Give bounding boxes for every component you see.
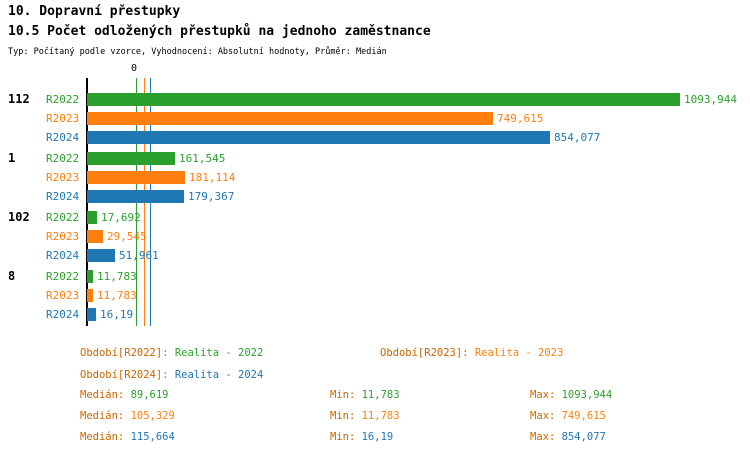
stat-max: Max: 854,077 bbox=[530, 431, 606, 443]
bar-value-label: 854,077 bbox=[554, 131, 601, 144]
bar-series-label: R2023 bbox=[46, 289, 80, 302]
stat-median-label: Medián: bbox=[80, 431, 131, 443]
legend-item-label: Období[R2022]: bbox=[80, 347, 175, 359]
bar-series-label: R2022 bbox=[46, 211, 80, 224]
stat-min-value: 11,783 bbox=[361, 389, 400, 401]
x-axis-zero-label: 0 bbox=[131, 63, 138, 74]
group-label: 1 bbox=[8, 151, 16, 165]
bar-series-label: R2022 bbox=[46, 152, 80, 165]
stat-median-value: 105,329 bbox=[130, 410, 175, 422]
stat-max-value: 1093,944 bbox=[561, 389, 613, 401]
stat-median: Medián: 105,329 bbox=[80, 410, 175, 422]
bar-r2022 bbox=[87, 152, 175, 165]
bar-value-label: 51,961 bbox=[119, 249, 159, 262]
stat-median-value: 89,619 bbox=[130, 389, 169, 401]
stat-max-label: Max: bbox=[530, 410, 562, 422]
bar-r2024 bbox=[87, 131, 550, 144]
chart-meta: Typ: Počítaný podle vzorce, Vyhodnocení:… bbox=[8, 47, 387, 57]
bar-r2022 bbox=[87, 93, 680, 106]
group-label: 102 bbox=[8, 210, 30, 224]
stat-max-value: 749,615 bbox=[561, 410, 606, 422]
legend-item-label: Období[R2023]: bbox=[380, 347, 475, 359]
stat-min: Min: 11,783 bbox=[330, 410, 400, 422]
bar-value-label: 161,545 bbox=[179, 152, 226, 165]
legend-item: Období[R2023]: Realita - 2023 bbox=[380, 347, 563, 359]
group-label: 8 bbox=[8, 269, 16, 283]
stat-min-value: 11,783 bbox=[361, 410, 400, 422]
bar-series-label: R2023 bbox=[46, 230, 80, 243]
stat-median: Medián: 89,619 bbox=[80, 389, 169, 401]
stat-min: Min: 16,19 bbox=[330, 431, 393, 443]
stat-min-label: Min: bbox=[330, 431, 362, 443]
bar-value-label: 181,114 bbox=[189, 171, 236, 184]
bar-value-label: 29,545 bbox=[107, 230, 147, 243]
chart-title: 10. Dopravní přestupky bbox=[8, 4, 181, 19]
stat-max: Max: 1093,944 bbox=[530, 389, 612, 401]
bar-value-label: 179,367 bbox=[188, 190, 235, 203]
bar-value-label: 11,783 bbox=[97, 270, 137, 283]
bar-r2023 bbox=[87, 289, 93, 302]
legend-item: Období[R2024]: Realita - 2024 bbox=[80, 369, 263, 381]
stat-max-value: 854,077 bbox=[561, 431, 606, 443]
stat-median-label: Medián: bbox=[80, 410, 131, 422]
bar-series-label: R2023 bbox=[46, 171, 80, 184]
bar-r2022 bbox=[87, 211, 97, 224]
stat-min-label: Min: bbox=[330, 410, 362, 422]
bar-value-label: 11,783 bbox=[97, 289, 137, 302]
bar-r2023 bbox=[87, 112, 493, 125]
bar-r2024 bbox=[87, 308, 96, 321]
bar-value-label: 1093,944 bbox=[684, 93, 737, 106]
stat-median-label: Medián: bbox=[80, 389, 131, 401]
stat-max-label: Max: bbox=[530, 431, 562, 443]
bar-r2022 bbox=[87, 270, 93, 283]
legend-item: Období[R2022]: Realita - 2022 bbox=[80, 347, 263, 359]
legend-item-value: Realita - 2024 bbox=[174, 369, 264, 381]
stat-max-label: Max: bbox=[530, 389, 562, 401]
bar-series-label: R2024 bbox=[46, 131, 80, 144]
legend-item-label: Období[R2024]: bbox=[80, 369, 175, 381]
bar-series-label: R2024 bbox=[46, 249, 80, 262]
bar-value-label: 749,615 bbox=[497, 112, 544, 125]
legend-item-value: Realita - 2023 bbox=[474, 347, 564, 359]
legend-item-value: Realita - 2022 bbox=[174, 347, 264, 359]
bar-series-label: R2024 bbox=[46, 308, 80, 321]
stat-min-value: 16,19 bbox=[361, 431, 394, 443]
stat-median-value: 115,664 bbox=[130, 431, 175, 443]
bar-series-label: R2022 bbox=[46, 93, 80, 106]
bar-r2023 bbox=[87, 171, 185, 184]
bar-series-label: R2022 bbox=[46, 270, 80, 283]
bar-r2024 bbox=[87, 249, 115, 262]
stat-min-label: Min: bbox=[330, 389, 362, 401]
bar-value-label: 16,19 bbox=[100, 308, 134, 321]
bar-r2024 bbox=[87, 190, 184, 203]
bar-series-label: R2023 bbox=[46, 112, 80, 125]
bar-value-label: 17,692 bbox=[101, 211, 141, 224]
group-label: 112 bbox=[8, 92, 30, 106]
stat-min: Min: 11,783 bbox=[330, 389, 400, 401]
chart-subtitle: 10.5 Počet odložených přestupků na jedno… bbox=[8, 24, 431, 39]
bar-r2023 bbox=[87, 230, 103, 243]
stat-max: Max: 749,615 bbox=[530, 410, 606, 422]
bar-series-label: R2024 bbox=[46, 190, 80, 203]
stat-median: Medián: 115,664 bbox=[80, 431, 175, 443]
